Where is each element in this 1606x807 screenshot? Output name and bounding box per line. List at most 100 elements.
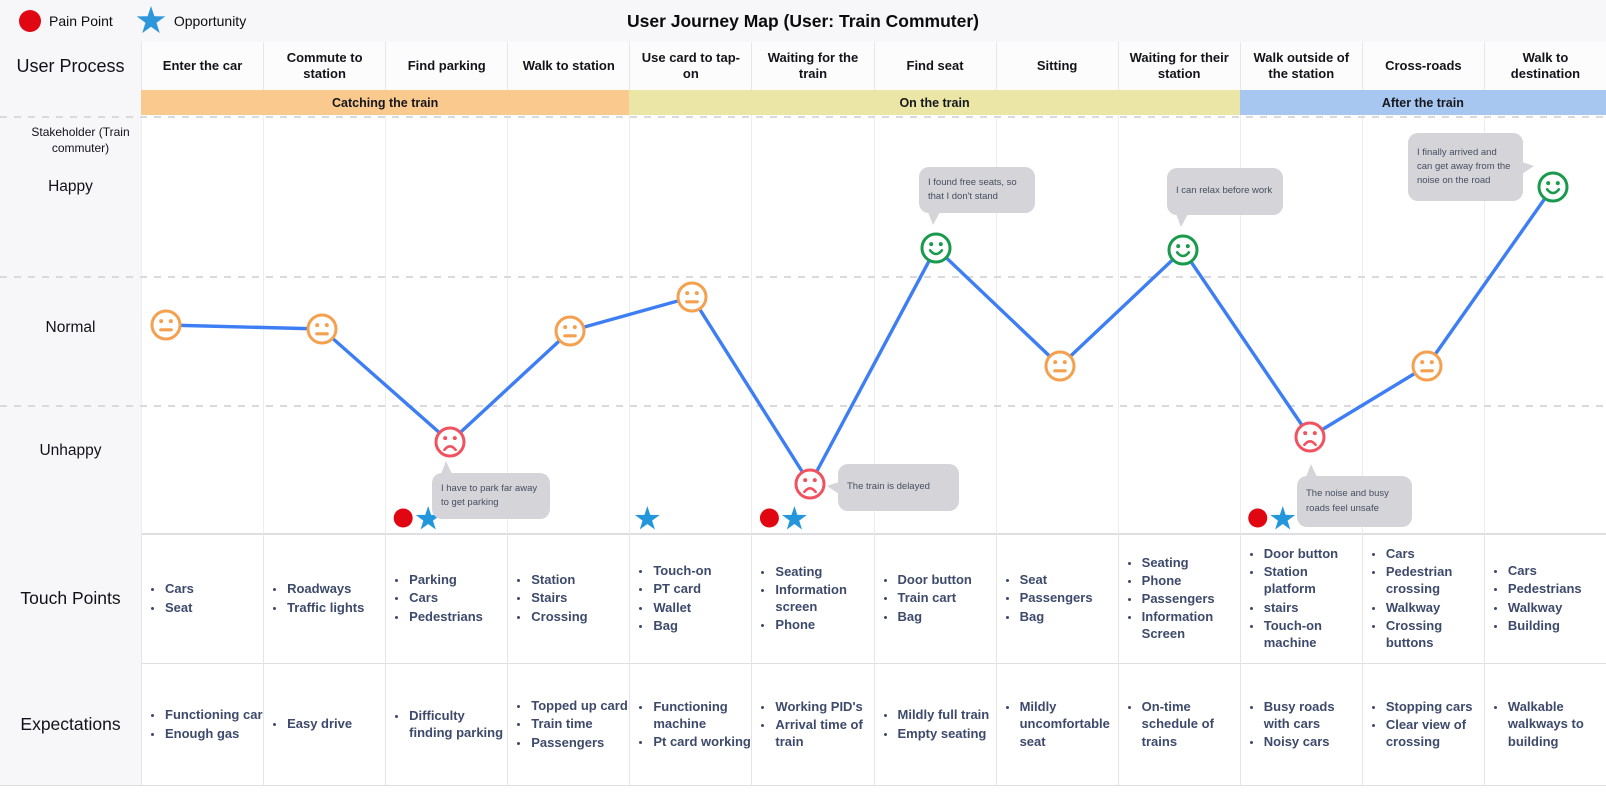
mood-divider-2	[0, 276, 1606, 278]
touch-points-cell-10: Door buttonStation platform stairsTouch-o…	[1239, 533, 1362, 663]
speech-bubble-tail	[441, 461, 452, 474]
pain-point-icon	[19, 10, 41, 32]
expectations-cell-item: On-time schedule of trains	[1141, 698, 1240, 749]
expectations-cell-item: Stopping cars	[1385, 698, 1484, 715]
row-label-normal: Normal	[45, 319, 96, 336]
touch-points-cell-item: Bag	[652, 617, 711, 634]
legend-opportunity-label: Opportunity	[173, 13, 247, 29]
phase-band: Catching the train On the train After the …	[0, 90, 1606, 115]
column-header-1: Enter the car	[141, 42, 264, 90]
mood-divider-3	[0, 405, 1606, 407]
speech-bubble-text: The noise and busy roads feel unsafe	[1306, 488, 1389, 514]
expectations-cell-item: Clear view of crossing	[1385, 716, 1484, 750]
expectations-cell-1: Functioning car Enough gas	[141, 663, 263, 785]
journey-column-2	[263, 115, 385, 533]
speech-bubble-text: I finally arrived and can get away from …	[1417, 146, 1511, 187]
journey-column-4	[507, 115, 629, 533]
touch-points-cell-item: Cars	[1385, 545, 1484, 562]
opportunity-icon	[136, 6, 166, 34]
column-header-12: Walk to destination	[1483, 42, 1606, 90]
speech-bubble[interactable]: The noise and busy roads feel unsafe	[1297, 464, 1412, 527]
expectations-cell-8: Mildly uncomfortable seat	[995, 663, 1118, 785]
speech-bubble[interactable]: I have to park far away to get parking	[432, 461, 550, 519]
page-title: User Journey Map (User: Train Commuter)	[626, 10, 980, 31]
column-header-7: Find seat	[873, 42, 996, 90]
column-header-4: Walk to station	[507, 42, 630, 90]
expectations-cell-item: Arrival time of train	[774, 716, 873, 750]
expectations-cell-item: Busy roads with cars	[1263, 698, 1362, 732]
touch-points-cell-item: Building	[1507, 617, 1582, 634]
touch-points-cell-item: Pedestrian crossing	[1385, 563, 1484, 597]
touch-points-cell-item: Cars	[1507, 562, 1582, 579]
speech-bubble-tail	[827, 481, 839, 494]
touch-points-cell-item: Walkway	[1385, 599, 1484, 616]
speech-bubble-tail	[1176, 214, 1188, 227]
touch-points-cell-1: Cars Seat	[141, 533, 263, 663]
touch-points-cell-12: CarsPedestrians WalkwayBuilding	[1483, 533, 1606, 663]
mood-divider-1	[0, 116, 1606, 118]
expectations-cell-item: Functioning car	[164, 706, 263, 723]
expectations-cell-9: On-time schedule of trains	[1117, 663, 1240, 785]
touch-points-cell-item: Traffic lights	[286, 599, 364, 616]
expectations-cell-item: Passengers	[530, 734, 628, 751]
touch-points-cell-item: Passengers	[1019, 589, 1093, 606]
expectations-cell-item: Mildly uncomfortable seat	[1019, 698, 1118, 749]
touch-points-cell-item: PT card	[652, 580, 711, 597]
expectations-cell-5: Functioning machinePt card working	[629, 663, 751, 785]
expectations-cell-item: Pt card working	[652, 733, 751, 750]
touch-points-cell-item: Phone	[1141, 572, 1240, 589]
speech-bubble-tail	[1522, 161, 1534, 174]
touch-points-row: Touch Points Cars Seat Roadways Traffic lig…	[0, 533, 1606, 664]
touch-points-cell-item: Stairs	[530, 589, 587, 606]
speech-bubble-text: I can relax before work	[1176, 185, 1273, 197]
speech-bubble-text: I found free seats, so that I don't stan…	[928, 176, 1017, 202]
touch-points-cell-item: Door button	[1263, 545, 1362, 562]
touch-points-cell-5: Touch-onPT card WalletBag	[629, 533, 751, 663]
chart-left-column	[0, 115, 141, 533]
touch-points-cell-item: Wallet	[652, 599, 711, 616]
speech-bubble[interactable]: I finally arrived and can get away from …	[1408, 133, 1534, 201]
expectations-cell-item: Easy drive	[286, 715, 352, 732]
column-header-9: Waiting for their station	[1117, 42, 1240, 90]
expectations-cell-item: Train time	[530, 715, 628, 732]
speech-bubble[interactable]: The train is delayed	[827, 464, 959, 511]
legend: Pain Point Opportunity	[18, 5, 260, 37]
expectations-cell-6: Working PID'sArrival time of train	[751, 663, 873, 785]
column-header-5: Use card to tap-on	[629, 42, 752, 90]
expectations-cell-12: Walkable walkways to building	[1483, 663, 1606, 785]
expectations-cell-item: Noisy cars	[1263, 733, 1362, 750]
touch-points-cell-6: SeatingInformation screenPhone	[751, 533, 873, 663]
expectations-cell-2: Easy drive	[263, 663, 385, 785]
journey-column-1	[141, 115, 263, 533]
touch-points-cell-7: Door buttonTrain cart Bag	[873, 533, 996, 663]
touch-points-cell-item: Cars	[164, 580, 194, 597]
touch-points-cell-item: Passengers	[1141, 590, 1240, 607]
touch-points-cell-item: Touch-on	[652, 562, 711, 579]
touch-points-cell-item: Cars	[408, 589, 483, 606]
row-label-unhappy: Unhappy	[39, 442, 102, 459]
legend-opportunity: Opportunity	[135, 5, 246, 37]
touch-points-cell-item: Roadways	[286, 580, 364, 597]
touch-points-cell-item: Pedestrians	[408, 608, 483, 625]
expectations-cell-item: Topped up card	[530, 697, 628, 714]
expectations-row: Expectations Functioning car Enough gas Ea…	[0, 663, 1606, 786]
column-header-10: Walk outside of the station	[1239, 42, 1362, 90]
touch-points-cell-item: Door button	[897, 571, 972, 588]
speech-bubble[interactable]: I can relax before work	[1167, 168, 1283, 227]
touch-points-cell-4: StationStairs Crossing	[507, 533, 629, 663]
phase-segment-1: Catching the train	[141, 90, 630, 115]
topbar: Pain Point Opportunity User Journey Map …	[0, 0, 1606, 43]
touch-points-cell-item: Touch-on machine	[1263, 617, 1362, 651]
expectations-cell-4: Topped up cardTrain time Passengers	[507, 663, 629, 785]
expectations-cell-3: Difficulty finding parking	[385, 663, 507, 785]
row-label-expectations: Expectations	[0, 663, 141, 785]
touch-points-cell-item: Crossing	[530, 608, 587, 625]
touch-points-cell-item: Information screen	[774, 581, 873, 615]
speech-bubble-tail	[928, 212, 940, 225]
speech-bubble[interactable]: I found free seats, so that I don't stan…	[919, 167, 1035, 225]
header-row: User Process Enter the car Commute to sta…	[0, 42, 1606, 90]
row-label-touch-points: Touch Points	[0, 533, 141, 663]
row-label-happy: Happy	[48, 178, 93, 195]
touch-points-cell-9: SeatingPhonePassengersInformation Screen	[1117, 533, 1240, 663]
touch-points-cell-11: CarsPedestrian crossing WalkwayCrossing b…	[1361, 533, 1484, 663]
